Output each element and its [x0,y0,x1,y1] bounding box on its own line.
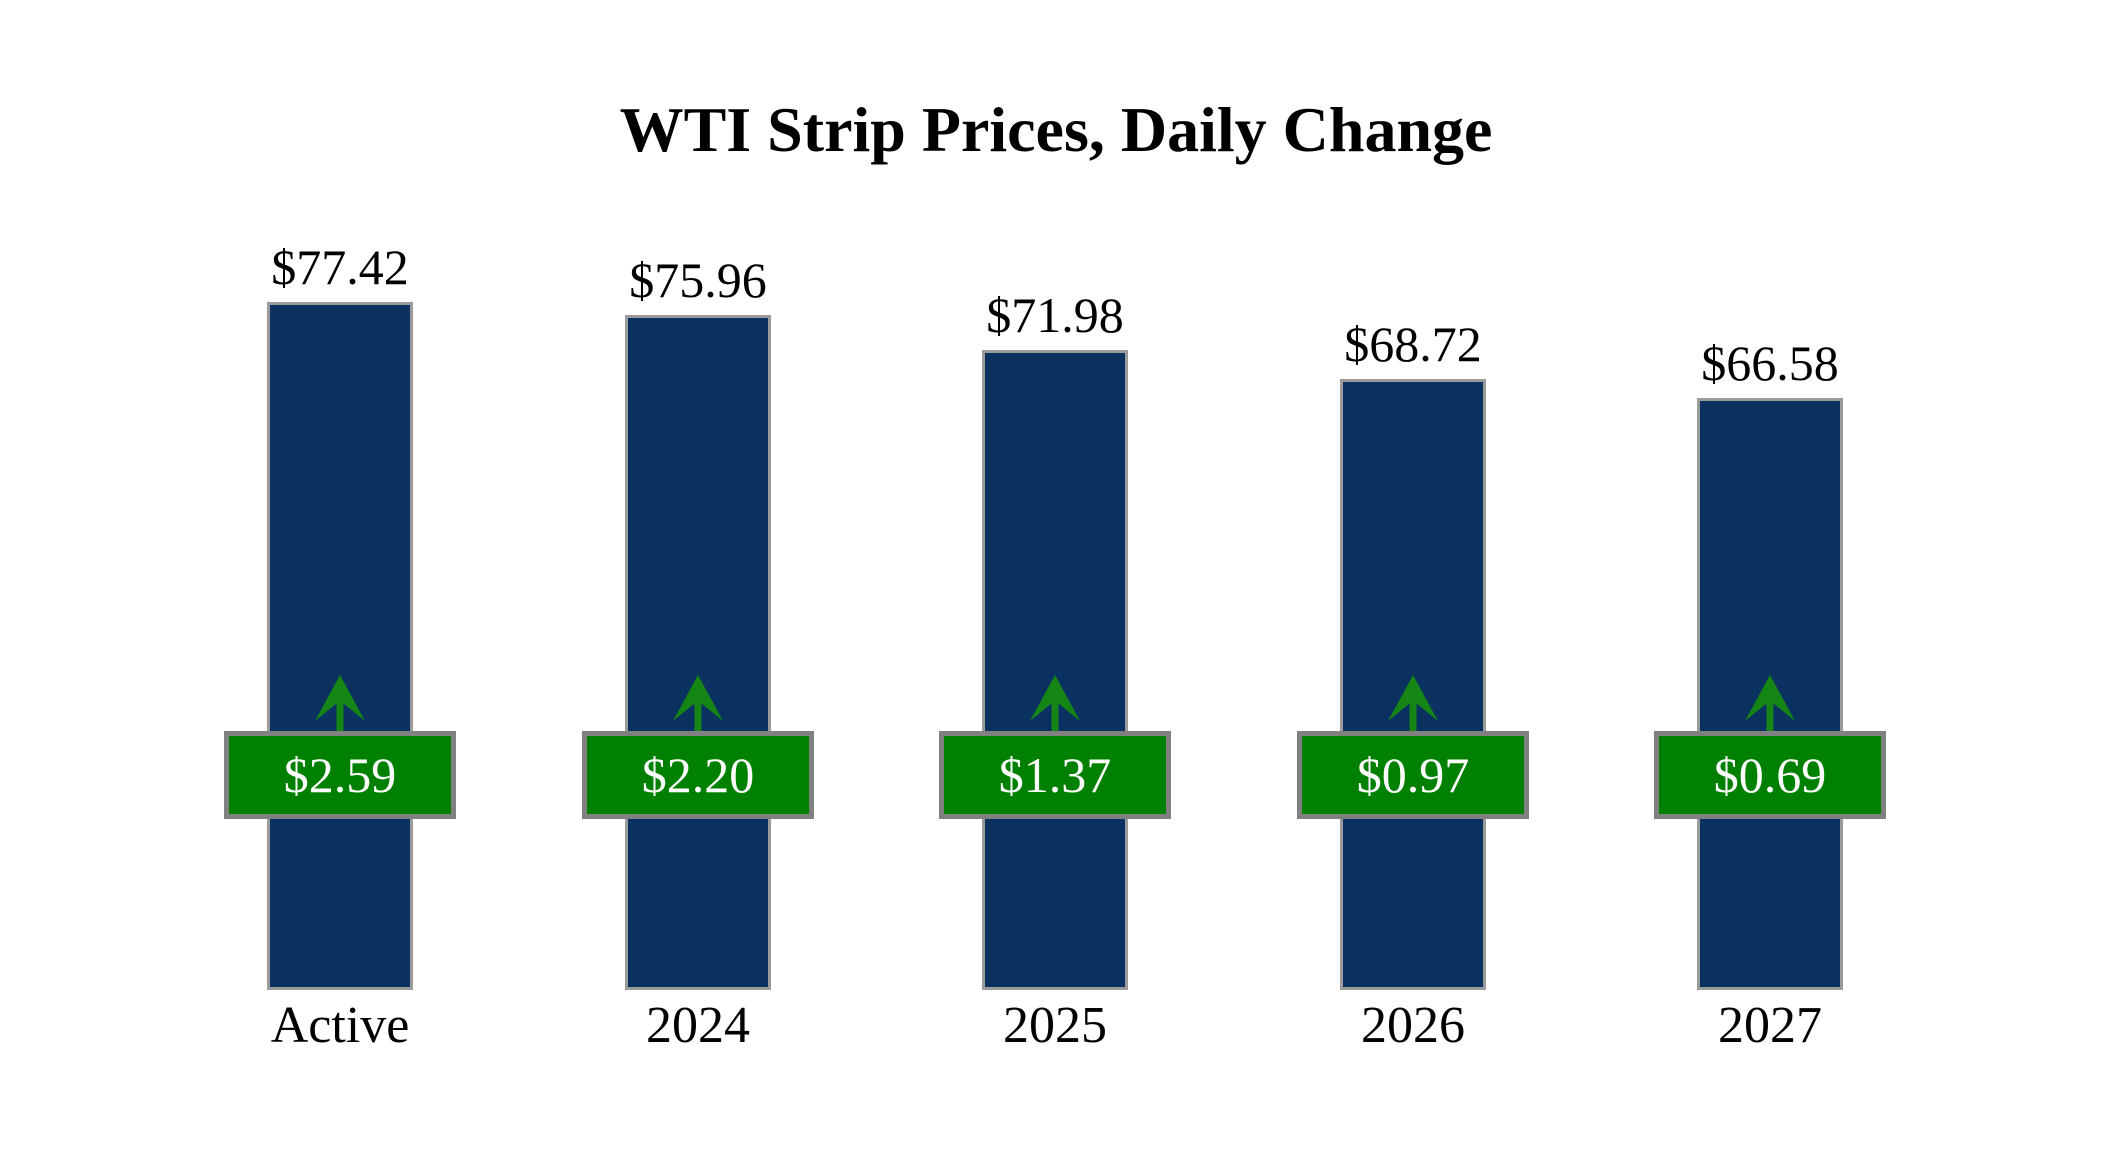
daily-change-badge: $2.20 [582,731,814,819]
category-label: 2024 [646,997,750,1054]
category-label: 2027 [1718,997,1822,1054]
bar [982,350,1128,990]
bar-value-label: $68.72 [1344,316,1482,372]
up-arrow-icon [315,675,365,731]
daily-change-value: $1.37 [998,747,1112,803]
bar-value-label: $66.58 [1701,335,1839,391]
daily-change-badge: $2.59 [224,731,456,819]
daily-change-value: $2.20 [641,747,755,803]
category-label: Active [270,997,410,1054]
up-arrow-icon [1745,675,1795,731]
category-label: 2026 [1361,997,1465,1054]
daily-change-badge: $0.97 [1297,731,1529,819]
daily-change-badge: $0.69 [1654,731,1886,819]
bar-value-label: $77.42 [271,239,409,295]
daily-change-value: $0.97 [1356,747,1470,803]
up-arrow-icon [1030,675,1080,731]
daily-change-value: $2.59 [283,747,397,803]
up-arrow-icon [673,675,723,731]
daily-change-badge: $1.37 [939,731,1171,819]
bar [267,302,413,990]
bar-value-label: $75.96 [629,252,767,308]
up-arrow-icon [1388,675,1438,731]
bar [625,315,771,990]
bar-value-label: $71.98 [986,287,1124,343]
chart-title: WTI Strip Prices, Daily Change [619,94,1493,165]
category-label: 2025 [1003,997,1107,1054]
daily-change-value: $0.69 [1713,747,1827,803]
